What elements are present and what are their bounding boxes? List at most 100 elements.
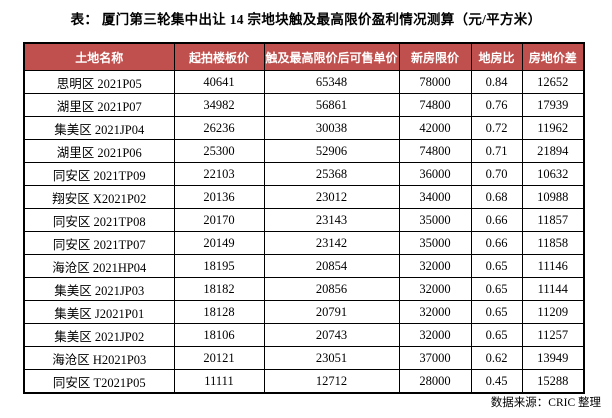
table-row: 集美区 2021JP04 26236 30038 42000 0.72 11962 xyxy=(23,116,585,140)
value-cell: 11111 xyxy=(173,369,265,394)
value-cell: 12712 xyxy=(263,369,400,394)
value-cell: 12652 xyxy=(521,70,585,94)
land-name-cell: 湖里区 2021P06 xyxy=(23,139,175,163)
value-cell: 20136 xyxy=(173,185,265,209)
table-row: 同安区 2021TP09 22103 25368 36000 0.70 10632 xyxy=(23,162,585,186)
column-header: 土地名称 xyxy=(23,42,175,71)
value-cell: 65348 xyxy=(263,70,400,94)
table-row: 湖里区 2021P06 25300 52906 74800 0.71 21894 xyxy=(23,139,585,163)
land-name-cell: 翔安区 X2021P02 xyxy=(23,185,175,209)
value-cell: 0.65 xyxy=(470,323,523,347)
value-cell: 0.84 xyxy=(470,70,523,94)
value-cell: 32000 xyxy=(398,254,472,278)
table-row: 思明区 2021P05 40641 65348 78000 0.84 12652 xyxy=(23,70,585,94)
value-cell: 28000 xyxy=(398,369,472,394)
column-header: 起拍楼板价 xyxy=(173,42,265,71)
value-cell: 42000 xyxy=(398,116,472,140)
value-cell: 20743 xyxy=(263,323,400,347)
column-header: 新房限价 xyxy=(398,42,472,71)
land-name-cell: 集美区 2021JP04 xyxy=(23,116,175,140)
land-name-cell: 集美区 J2021P01 xyxy=(23,300,175,324)
value-cell: 0.66 xyxy=(470,208,523,232)
value-cell: 74800 xyxy=(398,93,472,117)
value-cell: 15288 xyxy=(521,369,585,394)
column-header: 触及最高限价后可售单价 xyxy=(263,42,400,71)
table-row: 海沧区 H2021P03 20121 23051 37000 0.62 13949 xyxy=(23,346,585,370)
table-header: 土地名称 起拍楼板价 触及最高限价后可售单价 新房限价 地房比 房地价差 xyxy=(23,42,585,71)
column-header: 房地价差 xyxy=(521,42,585,71)
value-cell: 37000 xyxy=(398,346,472,370)
land-name-cell: 湖里区 2021P07 xyxy=(23,93,175,117)
value-cell: 18195 xyxy=(173,254,265,278)
value-cell: 10988 xyxy=(521,185,585,209)
value-cell: 36000 xyxy=(398,162,472,186)
value-cell: 32000 xyxy=(398,323,472,347)
land-name-cell: 海沧区 H2021P03 xyxy=(23,346,175,370)
value-cell: 11858 xyxy=(521,231,585,255)
table-row: 同安区 2021TP08 20170 23143 35000 0.66 11857 xyxy=(23,208,585,232)
table-row: 集美区 J2021P01 18128 20791 32000 0.65 11209 xyxy=(23,300,585,324)
value-cell: 20856 xyxy=(263,277,400,301)
value-cell: 18128 xyxy=(173,300,265,324)
table-body: 思明区 2021P05 40641 65348 78000 0.84 12652 湖里区 2… xyxy=(23,70,585,394)
table-row: 同安区 T2021P05 11111 12712 28000 0.45 15288 xyxy=(23,369,585,394)
land-price-table: 土地名称 起拍楼板价 触及最高限价后可售单价 新房限价 地房比 房地价差 思明区 2021… xyxy=(23,42,585,394)
table-row: 海沧区 2021HP04 18195 20854 32000 0.65 11146 xyxy=(23,254,585,278)
value-cell: 40641 xyxy=(173,70,265,94)
header-row: 土地名称 起拍楼板价 触及最高限价后可售单价 新房限价 地房比 房地价差 xyxy=(23,42,585,71)
value-cell: 56861 xyxy=(263,93,400,117)
value-cell: 10632 xyxy=(521,162,585,186)
table-row: 翔安区 X2021P02 20136 23012 34000 0.68 10988 xyxy=(23,185,585,209)
value-cell: 32000 xyxy=(398,277,472,301)
table-row: 集美区 2021JP02 18106 20743 32000 0.65 11257 xyxy=(23,323,585,347)
table-row: 同安区 2021TP07 20149 23142 35000 0.66 11858 xyxy=(23,231,585,255)
land-name-cell: 思明区 2021P05 xyxy=(23,70,175,94)
value-cell: 0.66 xyxy=(470,231,523,255)
value-cell: 18182 xyxy=(173,277,265,301)
land-name-cell: 同安区 2021TP07 xyxy=(23,231,175,255)
value-cell: 35000 xyxy=(398,208,472,232)
land-name-cell: 集美区 2021JP03 xyxy=(23,277,175,301)
value-cell: 11146 xyxy=(521,254,585,278)
value-cell: 35000 xyxy=(398,231,472,255)
value-cell: 11209 xyxy=(521,300,585,324)
land-name-cell: 海沧区 2021HP04 xyxy=(23,254,175,278)
value-cell: 0.65 xyxy=(470,300,523,324)
value-cell: 0.65 xyxy=(470,254,523,278)
value-cell: 25368 xyxy=(263,162,400,186)
land-name-cell: 同安区 2021TP09 xyxy=(23,162,175,186)
value-cell: 17939 xyxy=(521,93,585,117)
value-cell: 0.68 xyxy=(470,185,523,209)
value-cell: 34982 xyxy=(173,93,265,117)
value-cell: 0.45 xyxy=(470,369,523,394)
table-title: 表： 厦门第三轮集中出让 14 宗地块触及最高限价盈利情况测算（元/平方米） xyxy=(70,12,542,27)
value-cell: 52906 xyxy=(263,139,400,163)
value-cell: 11857 xyxy=(521,208,585,232)
data-source-note: 数据来源：CRIC 整理 xyxy=(490,397,601,409)
value-cell: 78000 xyxy=(398,70,472,94)
value-cell: 30038 xyxy=(263,116,400,140)
value-cell: 0.72 xyxy=(470,116,523,140)
land-name-cell: 同安区 T2021P05 xyxy=(23,369,175,394)
value-cell: 25300 xyxy=(173,139,265,163)
value-cell: 20170 xyxy=(173,208,265,232)
land-name-cell: 同安区 2021TP08 xyxy=(23,208,175,232)
value-cell: 22103 xyxy=(173,162,265,186)
value-cell: 11144 xyxy=(521,277,585,301)
value-cell: 20854 xyxy=(263,254,400,278)
table-row: 集美区 2021JP03 18182 20856 32000 0.65 11144 xyxy=(23,277,585,301)
value-cell: 13949 xyxy=(521,346,585,370)
value-cell: 23143 xyxy=(263,208,400,232)
value-cell: 0.70 xyxy=(470,162,523,186)
value-cell: 0.76 xyxy=(470,93,523,117)
value-cell: 26236 xyxy=(173,116,265,140)
table-row: 湖里区 2021P07 34982 56861 74800 0.76 17939 xyxy=(23,93,585,117)
value-cell: 0.62 xyxy=(470,346,523,370)
value-cell: 32000 xyxy=(398,300,472,324)
value-cell: 20149 xyxy=(173,231,265,255)
value-cell: 0.65 xyxy=(470,277,523,301)
value-cell: 21894 xyxy=(521,139,585,163)
value-cell: 0.71 xyxy=(470,139,523,163)
value-cell: 11962 xyxy=(521,116,585,140)
land-name-cell: 集美区 2021JP02 xyxy=(23,323,175,347)
